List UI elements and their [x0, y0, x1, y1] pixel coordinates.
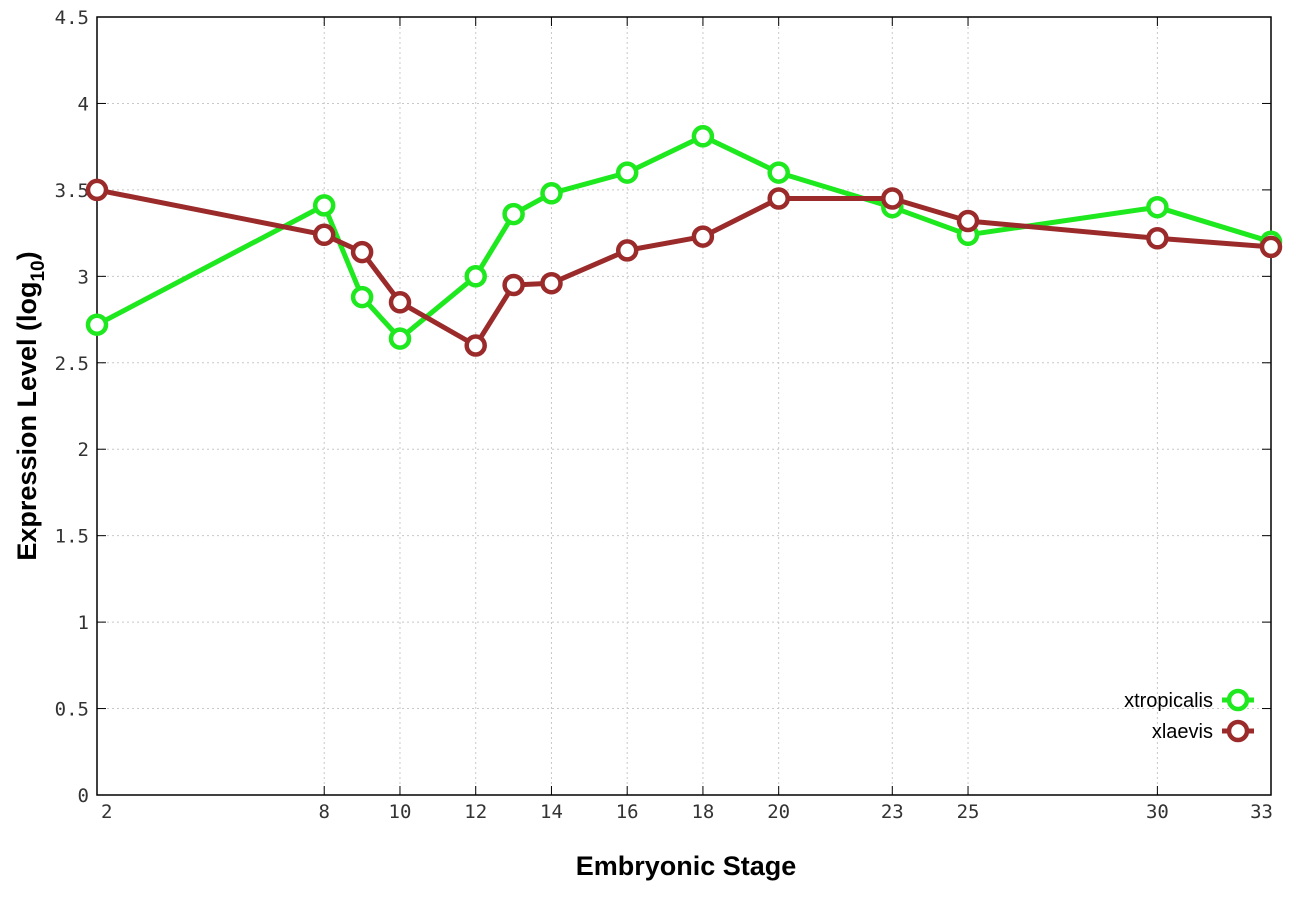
x-tick-label: 8 — [318, 801, 329, 823]
x-tick-label: 14 — [540, 801, 563, 823]
data-point-xtropicalis — [767, 161, 790, 184]
data-point-xtropicalis — [615, 161, 639, 184]
plot-frame — [96, 16, 1272, 796]
y-tick-label: 1 — [78, 612, 89, 634]
y-tick-label: 4.5 — [55, 7, 89, 29]
x-tick-label: 10 — [389, 801, 412, 823]
tick-labels: 0 0.5 1 1.5 2 2.5 3 3.5 4 4.5 2 8 10 12 14 16 18 20 23 25 30… — [55, 7, 1273, 823]
data-point-xtropicalis — [691, 125, 715, 148]
y-axis-title-subscript: 10 — [28, 260, 49, 281]
data-point-xlaevis — [956, 209, 980, 233]
y-axis-title-close: ) — [12, 251, 42, 260]
data-point-xtropicalis — [85, 313, 109, 336]
data-point-xtropicalis — [540, 182, 563, 205]
data-point-xlaevis — [615, 239, 639, 262]
series-layer — [85, 125, 1283, 357]
data-point-xlaevis — [691, 225, 715, 248]
x-tick-label: 20 — [767, 801, 790, 823]
x-tick-label: 25 — [957, 801, 980, 823]
data-point-xlaevis — [1146, 227, 1169, 250]
data-point-xtropicalis — [1146, 195, 1169, 219]
series-line-xtropicalis — [95, 133, 1272, 342]
x-tick-label: 12 — [464, 801, 487, 823]
data-point-xlaevis — [312, 223, 336, 247]
legend: xtropicalis xlaevis — [1124, 688, 1254, 743]
series-line-xlaevis — [96, 187, 1272, 348]
y-tick-label: 0.5 — [55, 699, 89, 721]
legend-marker-xlaevis — [1226, 719, 1250, 743]
data-point-xlaevis — [464, 334, 487, 357]
y-tick-label: 2 — [78, 439, 89, 461]
data-point-xtropicalis — [350, 285, 374, 309]
data-point-xlaevis — [540, 271, 563, 295]
axis-ticks — [96, 16, 1272, 796]
y-tick-label: 2.5 — [55, 353, 89, 375]
x-tick-label: 2 — [101, 801, 112, 823]
y-tick-label: 3.5 — [55, 180, 89, 202]
data-point-xlaevis — [502, 273, 525, 297]
x-tick-label: 18 — [691, 801, 714, 823]
legend-label-xtropicalis: xtropicalis — [1124, 690, 1213, 712]
data-point-xlaevis — [881, 187, 904, 210]
y-tick-label: 1.5 — [55, 526, 89, 548]
grid — [97, 17, 1271, 795]
series-xlaevis — [85, 178, 1283, 357]
data-point-xlaevis — [767, 187, 790, 210]
data-point-xlaevis — [388, 291, 412, 314]
data-point-xtropicalis — [464, 265, 487, 288]
x-tick-label: 33 — [1250, 801, 1273, 823]
legend-label-xlaevis: xlaevis — [1152, 721, 1213, 743]
y-axis-title: Expression Level (log10) — [12, 251, 49, 560]
x-axis-title: Embryonic Stage — [576, 851, 797, 881]
data-point-xtropicalis — [312, 194, 336, 217]
data-point-xlaevis — [350, 240, 374, 264]
y-tick-label: 0 — [78, 785, 89, 807]
legend-marker-xtropicalis — [1226, 688, 1250, 712]
x-tick-label: 16 — [616, 801, 639, 823]
y-axis-title-main: Expression Level (log — [12, 282, 42, 561]
data-point-xlaevis — [85, 178, 109, 202]
y-tick-label: 4 — [78, 93, 89, 115]
y-tick-label: 3 — [78, 266, 89, 288]
x-tick-label: 23 — [881, 801, 904, 823]
data-point-xtropicalis — [388, 327, 412, 350]
data-point-xlaevis — [1259, 235, 1283, 259]
x-tick-label: 30 — [1146, 801, 1169, 823]
series-xtropicalis — [85, 125, 1283, 350]
data-point-xtropicalis — [502, 202, 525, 226]
